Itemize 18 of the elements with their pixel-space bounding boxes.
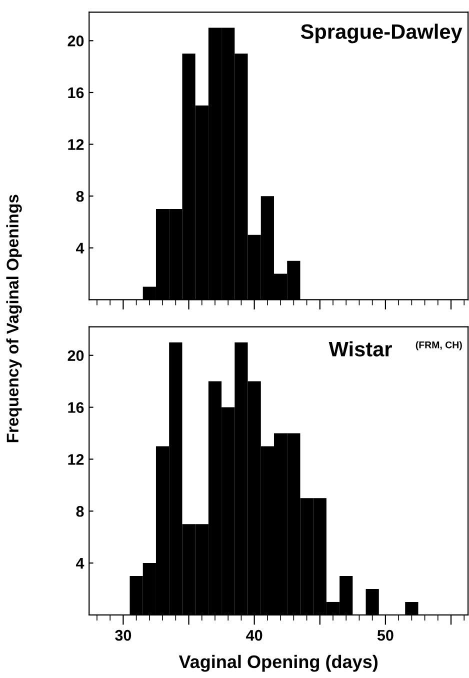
- y-tick-label: 4: [76, 242, 84, 254]
- y-tick-label: 12: [68, 454, 84, 465]
- text: Sprague-Dawley: [300, 24, 462, 44]
- y-tick-label: 4: [76, 558, 84, 569]
- y-tick-label: 12: [68, 139, 84, 150]
- y-tick-label: 20: [68, 350, 84, 362]
- text: Wistar: [328, 341, 392, 357]
- y-tick-label: 20: [68, 36, 84, 46]
- x-axis-title: Vaginal Opening (days): [178, 654, 378, 672]
- x-tick-label: 40: [246, 630, 262, 641]
- x-tick-label: 50: [377, 630, 394, 641]
- y-tick-label: 8: [76, 506, 84, 517]
- y-tick-label: 16: [68, 402, 84, 413]
- y-axis-title: Frequency of Vaginal Openings: [6, 194, 22, 442]
- y-tick-label: 8: [76, 190, 84, 202]
- text: (FRM, CH): [416, 341, 462, 350]
- x-tick-label: 30: [115, 630, 132, 641]
- y-tick-label: 16: [68, 87, 84, 98]
